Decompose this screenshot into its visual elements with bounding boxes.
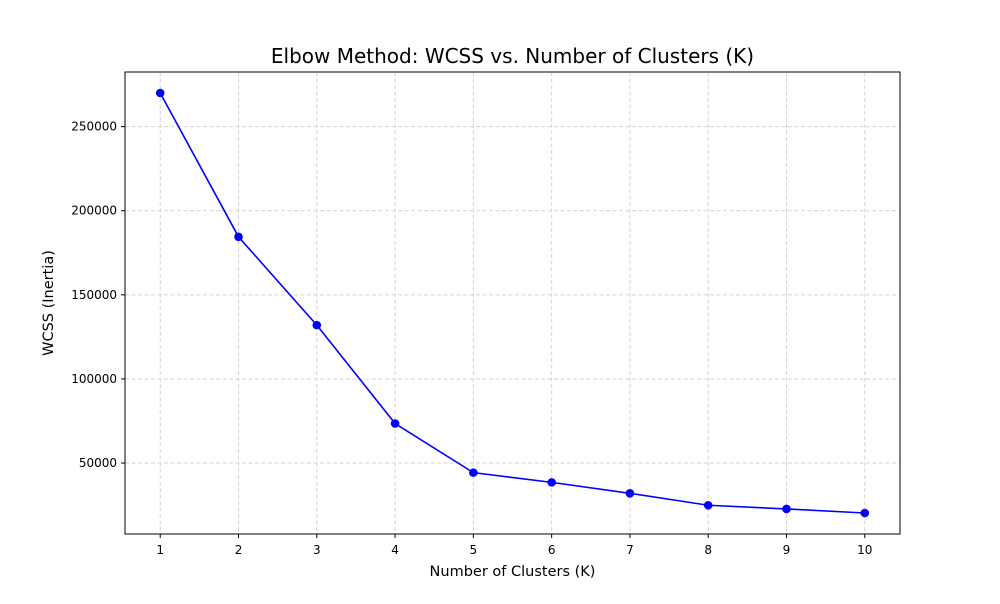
x-tick-label: 10 <box>857 543 872 557</box>
y-tick-label: 150000 <box>71 288 117 302</box>
x-tick-label: 5 <box>470 543 478 557</box>
data-point <box>860 508 870 518</box>
x-tick-label: 3 <box>313 543 321 557</box>
y-tick-label: 50000 <box>79 456 117 470</box>
data-point <box>469 468 478 477</box>
plot-frame <box>124 71 901 535</box>
y-tick-label: 200000 <box>71 204 117 218</box>
data-point <box>390 419 400 428</box>
y-axis-label: WCSS (Inertia) <box>41 250 57 356</box>
data-point <box>234 232 243 242</box>
x-tick-label: 1 <box>156 543 164 557</box>
grid-layer <box>125 72 900 534</box>
y-tick-label: 250000 <box>71 120 117 134</box>
data-point <box>155 88 165 98</box>
x-tick-label: 4 <box>391 543 399 557</box>
data-point <box>625 489 635 498</box>
series-layer <box>155 88 870 518</box>
x-tick-label: 7 <box>626 543 634 557</box>
x-tick-label: 2 <box>235 543 243 557</box>
tick-layer: 1 2 3 4 5 6 7 8 9 10 50000 100000 150000 200000 250000 <box>71 120 872 557</box>
series-line <box>159 92 865 514</box>
data-point <box>782 504 791 514</box>
x-tick-label: 6 <box>548 543 556 557</box>
y-tick-label: 100000 <box>71 372 117 386</box>
data-point <box>312 320 322 330</box>
data-point <box>703 500 713 510</box>
x-tick-label: 9 <box>783 543 791 557</box>
x-tick-label: 8 <box>704 543 712 557</box>
data-point <box>547 478 556 487</box>
chart-title: Elbow Method: WCSS vs. Number of Cluster… <box>271 44 754 68</box>
x-axis-label: Number of Clusters (K) <box>430 564 596 580</box>
